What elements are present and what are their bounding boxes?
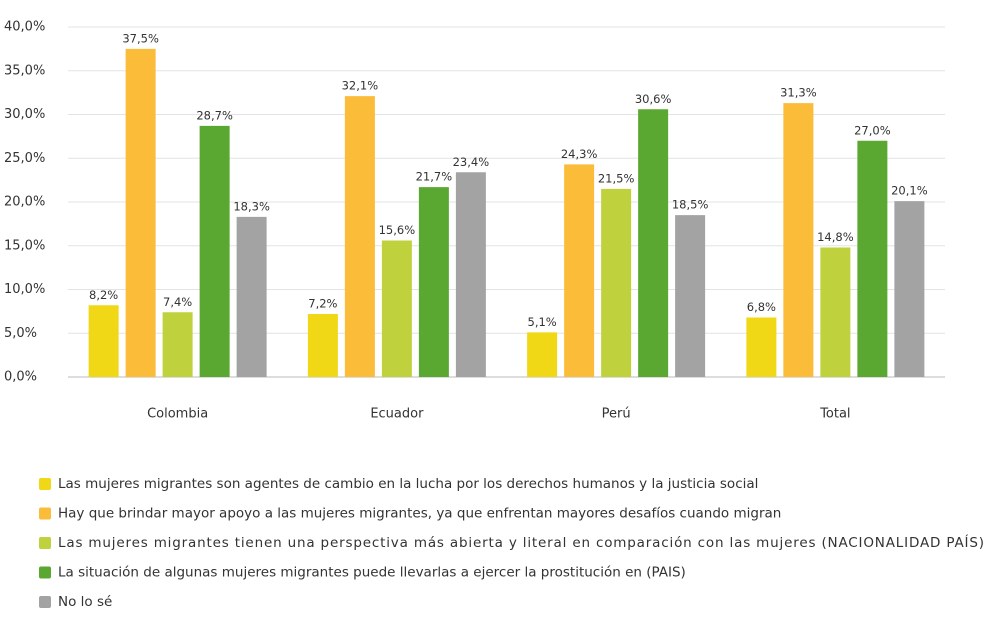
x-tick-label: Ecuador xyxy=(370,407,424,422)
x-tick-label: Colombia xyxy=(147,407,208,422)
bar xyxy=(162,312,193,377)
y-tick-label: 5,0% xyxy=(4,326,37,341)
bar xyxy=(857,140,888,377)
value-label: 32,1% xyxy=(342,79,379,93)
legend-swatch xyxy=(39,566,51,579)
y-tick-label: 40,0% xyxy=(4,20,45,35)
legend-label: No lo sé xyxy=(58,594,112,610)
value-label: 5,1% xyxy=(528,315,557,329)
legend-swatch xyxy=(39,507,51,520)
value-label: 14,8% xyxy=(817,230,854,244)
x-tick-label: Total xyxy=(819,407,850,422)
bar xyxy=(894,201,925,377)
bar xyxy=(455,172,486,377)
value-label: 24,3% xyxy=(561,147,598,161)
bar xyxy=(527,332,558,377)
bar xyxy=(88,305,119,377)
legend-swatch xyxy=(39,596,51,608)
y-tick-label: 15,0% xyxy=(4,238,45,253)
value-label: 20,1% xyxy=(891,184,928,198)
value-label: 7,2% xyxy=(308,297,337,311)
value-label: 21,5% xyxy=(598,171,635,185)
value-label: 18,3% xyxy=(233,199,270,213)
y-tick-label: 35,0% xyxy=(4,63,45,78)
value-label: 30,6% xyxy=(635,92,672,106)
bar xyxy=(344,96,375,377)
y-tick-label: 30,0% xyxy=(4,107,45,122)
value-label: 7,4% xyxy=(163,295,192,309)
legend-label: Hay que brindar mayor apoyo a las mujere… xyxy=(58,506,781,522)
bar xyxy=(564,164,595,377)
bar xyxy=(199,125,230,377)
value-label: 18,5% xyxy=(672,198,709,212)
bar xyxy=(783,103,814,377)
value-label: 21,7% xyxy=(416,170,453,184)
value-label: 37,5% xyxy=(122,31,159,45)
value-label: 15,6% xyxy=(379,223,416,237)
bar xyxy=(125,48,156,377)
legend-swatch xyxy=(39,537,51,549)
bar xyxy=(675,215,706,377)
value-label: 28,7% xyxy=(196,108,233,122)
x-tick-label: Perú xyxy=(602,407,631,422)
bar xyxy=(746,317,777,377)
value-label: 27,0% xyxy=(854,123,891,137)
y-tick-label: 20,0% xyxy=(4,195,45,210)
legend-swatch xyxy=(39,478,51,490)
value-label: 6,8% xyxy=(747,300,776,314)
legend-label: Las mujeres migrantes tienen una perspec… xyxy=(58,534,984,551)
y-tick-label: 0,0% xyxy=(4,370,37,385)
bar xyxy=(236,216,267,377)
bar xyxy=(381,240,412,377)
value-label: 23,4% xyxy=(453,155,490,169)
bar xyxy=(307,314,338,377)
bar xyxy=(418,187,449,377)
y-tick-label: 10,0% xyxy=(4,282,45,297)
bar xyxy=(601,188,632,377)
value-label: 31,3% xyxy=(780,86,817,100)
value-label: 8,2% xyxy=(89,288,118,302)
bar xyxy=(820,247,851,377)
bar xyxy=(638,109,669,377)
y-tick-label: 25,0% xyxy=(4,151,45,166)
legend-label: Las mujeres migrantes son agentes de cam… xyxy=(58,476,758,492)
legend-label: La situación de algunas mujeres migrante… xyxy=(58,565,686,581)
